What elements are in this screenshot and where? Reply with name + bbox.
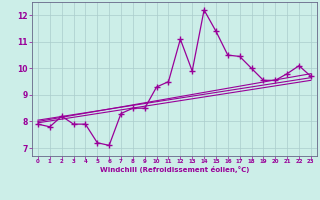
- X-axis label: Windchill (Refroidissement éolien,°C): Windchill (Refroidissement éolien,°C): [100, 166, 249, 173]
